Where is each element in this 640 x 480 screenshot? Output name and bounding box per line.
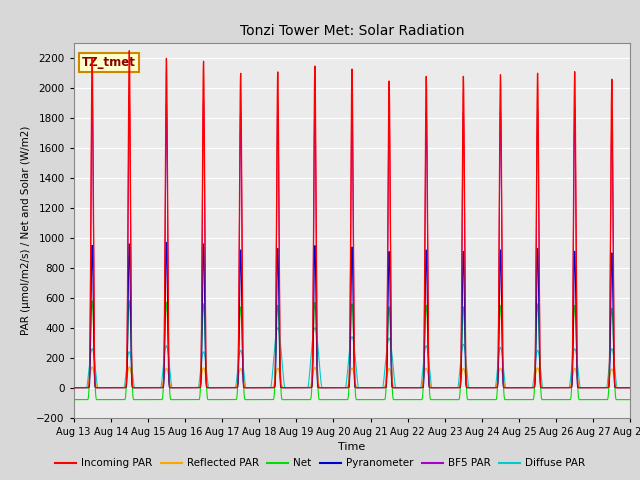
Legend: Incoming PAR, Reflected PAR, Net, Pyranometer, BF5 PAR, Diffuse PAR: Incoming PAR, Reflected PAR, Net, Pyrano… [51,454,589,472]
Title: Tonzi Tower Met: Solar Radiation: Tonzi Tower Met: Solar Radiation [240,24,464,38]
Y-axis label: PAR (μmol/m2/s) / Net and Solar (W/m2): PAR (μmol/m2/s) / Net and Solar (W/m2) [20,126,31,335]
X-axis label: Time: Time [339,442,365,452]
Text: TZ_tmet: TZ_tmet [82,56,136,69]
